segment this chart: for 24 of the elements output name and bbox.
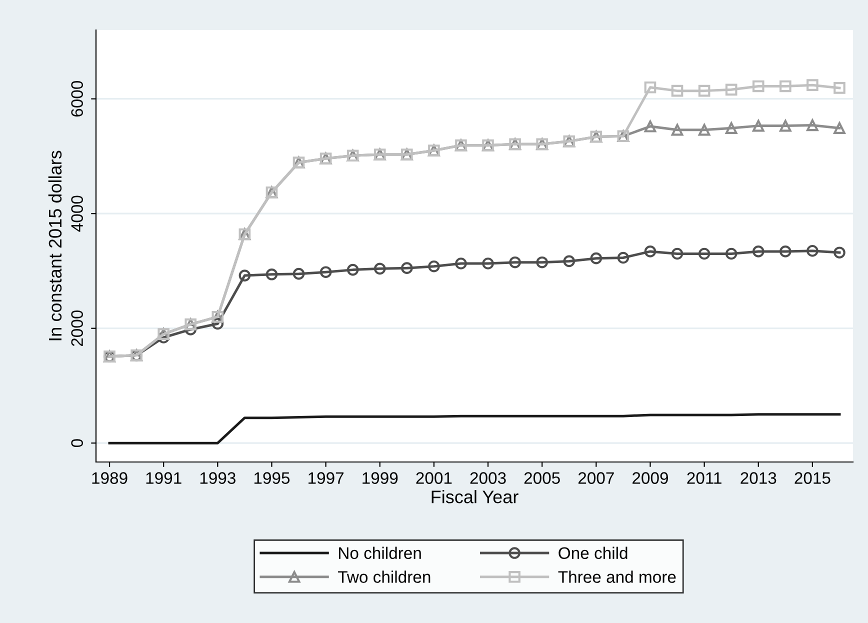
legend-label: Three and more — [558, 570, 676, 583]
x-tick-label: 1997 — [308, 472, 344, 484]
x-tick-label: 1995 — [254, 472, 290, 484]
legend-label: One child — [558, 546, 628, 560]
y-axis-title: In constant 2015 dollars — [48, 150, 62, 340]
legend-label: No children — [339, 546, 421, 560]
x-tick-label: 2003 — [470, 472, 506, 484]
x-tick-label: 2015 — [794, 472, 830, 484]
x-tick-label: 1991 — [146, 472, 182, 484]
x-tick-label: 2007 — [578, 472, 614, 484]
x-tick-label: 1999 — [362, 472, 398, 484]
x-tick-label: 2001 — [416, 472, 452, 484]
x-tick-label: 1989 — [92, 472, 128, 484]
x-axis-title: Fiscal Year — [432, 490, 518, 504]
x-tick-label: 2011 — [687, 472, 722, 484]
y-tick-label: 2000 — [71, 310, 83, 346]
legend-label: Two children — [338, 570, 430, 583]
x-tick-label: 2013 — [740, 472, 776, 484]
x-tick-label: 2005 — [524, 472, 560, 484]
y-tick-label: 4000 — [71, 196, 83, 232]
x-tick-label: 1993 — [200, 472, 236, 484]
y-tick-label: 6000 — [71, 80, 83, 117]
y-tick-label: 0 — [71, 439, 83, 448]
x-tick-label: 2009 — [632, 472, 668, 484]
